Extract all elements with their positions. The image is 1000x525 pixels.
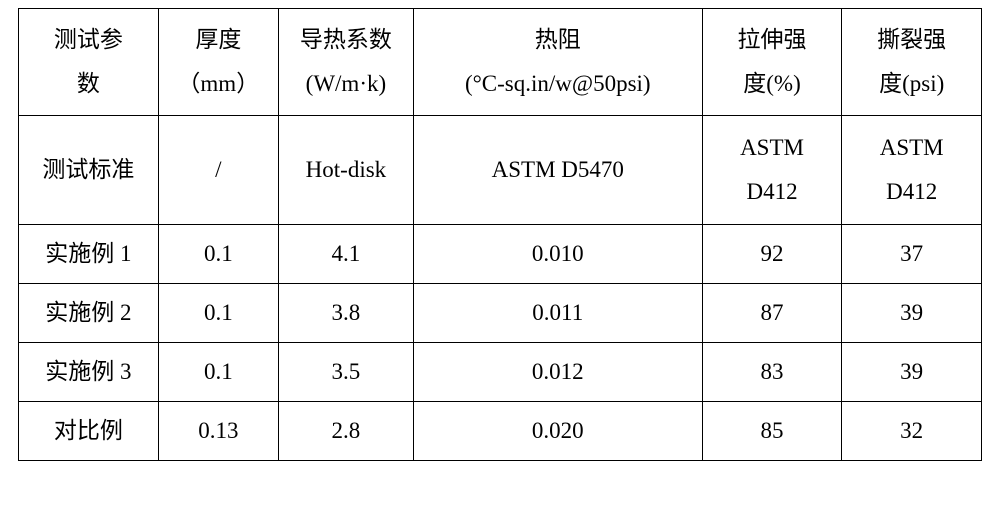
header-text: 度(psi) <box>879 71 944 96</box>
table-standards-row: 测试标准 / Hot-disk ASTM D5470 ASTM D412 AST… <box>19 116 982 225</box>
cell-value: 92 <box>702 225 842 284</box>
table-row: 实施例 3 0.1 3.5 0.012 83 39 <box>19 343 982 402</box>
cell-value: 37 <box>842 225 982 284</box>
header-cell-tensile: 拉伸强 度(%) <box>702 9 842 116</box>
table-container: 测试参 数 厚度 （mm） 导热系数 (W/m·k) 热阻 (°C-sq.in/… <box>0 0 1000 475</box>
table-row: 实施例 1 0.1 4.1 0.010 92 37 <box>19 225 982 284</box>
header-text: 撕裂强 <box>877 27 946 52</box>
header-text: 热阻 <box>535 27 581 52</box>
header-text: (°C-sq.in/w@50psi) <box>465 71 651 96</box>
header-text: 测试参 <box>54 27 123 52</box>
cell-value: ASTM D412 <box>702 116 842 225</box>
cell-value: 0.13 <box>158 402 278 461</box>
cell-value: 0.011 <box>413 284 702 343</box>
header-cell-resistance: 热阻 (°C-sq.in/w@50psi) <box>413 9 702 116</box>
cell-value: 0.020 <box>413 402 702 461</box>
cell-text: D412 <box>886 179 937 204</box>
cell-value: 2.8 <box>279 402 414 461</box>
cell-value: 83 <box>702 343 842 402</box>
cell-text: ASTM <box>880 135 944 160</box>
header-text: 导热系数 <box>300 27 392 52</box>
cell-value: 3.5 <box>279 343 414 402</box>
data-table: 测试参 数 厚度 （mm） 导热系数 (W/m·k) 热阻 (°C-sq.in/… <box>18 8 982 461</box>
header-cell-thickness: 厚度 （mm） <box>158 9 278 116</box>
cell-value: ASTM D5470 <box>413 116 702 225</box>
header-text: 数 <box>77 71 100 96</box>
cell-value: ASTM D412 <box>842 116 982 225</box>
cell-value: 39 <box>842 284 982 343</box>
cell-text: D412 <box>746 179 797 204</box>
row-label: 实施例 2 <box>19 284 159 343</box>
cell-value: 3.8 <box>279 284 414 343</box>
cell-value: Hot-disk <box>279 116 414 225</box>
cell-value: 87 <box>702 284 842 343</box>
cell-value: 39 <box>842 343 982 402</box>
cell-value: 32 <box>842 402 982 461</box>
header-text: （mm） <box>177 71 259 96</box>
row-label: 实施例 1 <box>19 225 159 284</box>
table-header-row: 测试参 数 厚度 （mm） 导热系数 (W/m·k) 热阻 (°C-sq.in/… <box>19 9 982 116</box>
header-text: (W/m·k) <box>306 71 386 96</box>
table-row: 实施例 2 0.1 3.8 0.011 87 39 <box>19 284 982 343</box>
cell-value: 0.010 <box>413 225 702 284</box>
cell-value: / <box>158 116 278 225</box>
header-cell-conductivity: 导热系数 (W/m·k) <box>279 9 414 116</box>
cell-value: 0.1 <box>158 343 278 402</box>
row-label: 测试标准 <box>19 116 159 225</box>
cell-text: ASTM <box>740 135 804 160</box>
row-label: 实施例 3 <box>19 343 159 402</box>
header-text: 拉伸强 <box>738 27 807 52</box>
row-label: 对比例 <box>19 402 159 461</box>
header-cell-tear: 撕裂强 度(psi) <box>842 9 982 116</box>
header-text: 度(%) <box>743 71 800 96</box>
cell-value: 0.1 <box>158 225 278 284</box>
table-row: 对比例 0.13 2.8 0.020 85 32 <box>19 402 982 461</box>
cell-value: 0.1 <box>158 284 278 343</box>
header-text: 厚度 <box>195 27 241 52</box>
cell-value: 4.1 <box>279 225 414 284</box>
header-cell-param: 测试参 数 <box>19 9 159 116</box>
cell-value: 0.012 <box>413 343 702 402</box>
cell-value: 85 <box>702 402 842 461</box>
